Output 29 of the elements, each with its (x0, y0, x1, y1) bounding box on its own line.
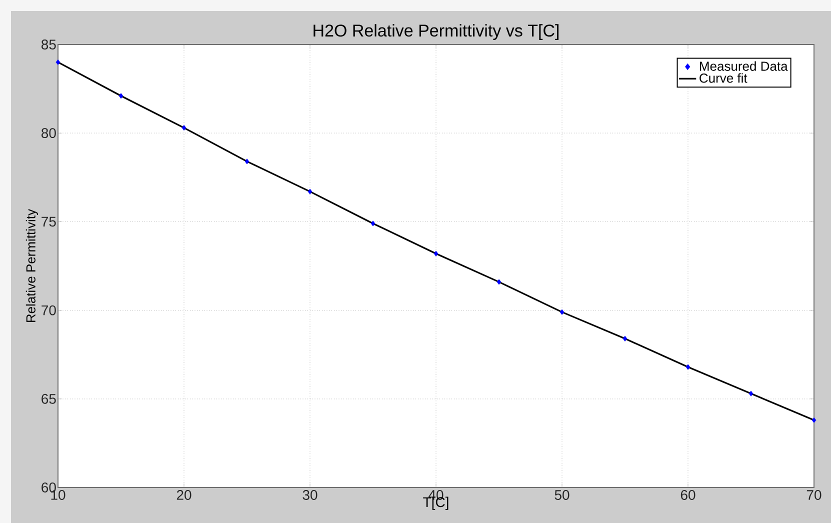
point (308, 188, 312, 194)
x-tick-label: 20 (176, 490, 192, 500)
x-tick-label: 30 (302, 490, 318, 500)
point (118, 93, 124, 99)
y-tick-label: 75 (42, 216, 56, 227)
point (496, 279, 502, 285)
point (622, 336, 628, 342)
x-tick-label: 10 (51, 490, 66, 500)
y-tick-label: 65 (42, 394, 56, 404)
point (56, 59, 60, 66)
point (370, 220, 376, 226)
point (748, 390, 754, 396)
x-tick-label: 60 (680, 490, 696, 500)
x-tick-label: 50 (554, 490, 570, 500)
point (244, 158, 250, 164)
point (812, 417, 816, 423)
y-tick-label: 85 (42, 40, 56, 50)
legend-label: Measured Data (700, 61, 788, 71)
y-axis-title: Relative Permittivity (26, 208, 38, 322)
point (182, 124, 186, 131)
point (686, 364, 690, 370)
chart-title: H2O Relative Permittivity vs T[C] (314, 24, 559, 40)
y-tick-label: 80 (42, 128, 56, 138)
x-tick-label: 70 (806, 490, 822, 500)
y-tick-label: 60 (42, 482, 56, 492)
point (434, 250, 438, 256)
point (560, 309, 564, 315)
y-tick-label: 70 (42, 305, 56, 316)
legend-label: Curve fit (700, 73, 748, 83)
